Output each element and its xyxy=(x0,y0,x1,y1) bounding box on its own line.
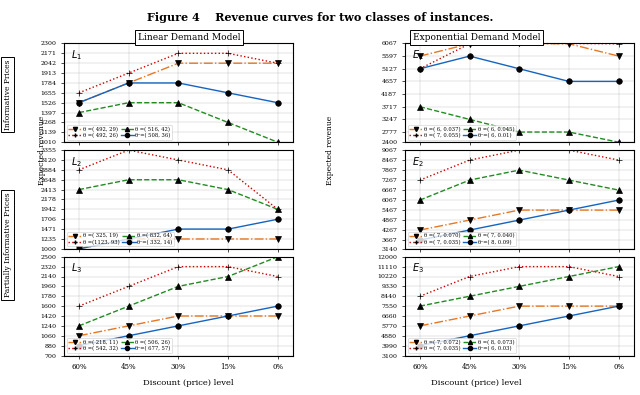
Text: Discount (price) level: Discount (price) level xyxy=(143,379,234,387)
Text: Discount (price) level: Discount (price) level xyxy=(431,379,522,387)
Text: Figure 4    Revenue curves for two classes of instances.: Figure 4 Revenue curves for two classes … xyxy=(147,12,493,23)
Text: $E_3$: $E_3$ xyxy=(412,261,424,275)
Text: Informative Prices: Informative Prices xyxy=(4,60,12,130)
Text: $L_3$: $L_3$ xyxy=(71,261,82,275)
Text: $E_2$: $E_2$ xyxy=(412,155,424,169)
Text: $L_2$: $L_2$ xyxy=(71,155,82,169)
Text: $L_1$: $L_1$ xyxy=(71,48,82,62)
Legend: θ =( 325, 19), θ =(1123, 93), θ =( 832, 64), θᵒ=( 332, 14): θ =( 325, 19), θ =(1123, 93), θ =( 832, … xyxy=(67,232,174,246)
Legend: θ =( 6, 0.037), θ =( 7, 0.055), θ =( 6, 0.045), θᵒ=( 6, 0.01): θ =( 6, 0.037), θ =( 7, 0.055), θ =( 6, … xyxy=(408,125,516,139)
Text: Expected revenue: Expected revenue xyxy=(326,115,333,185)
Text: Expected revenue: Expected revenue xyxy=(38,115,45,185)
Legend: θ =( 492, 29), θ =( 492, 26), θ =( 516, 42), θᵒ=( 508, 36): θ =( 492, 29), θ =( 492, 26), θ =( 516, … xyxy=(67,125,172,139)
Text: $E_1$: $E_1$ xyxy=(412,48,424,62)
Text: Partially Informative Prices: Partially Informative Prices xyxy=(4,193,12,297)
Legend: θ =( 218, 11), θ =( 542, 32), θ =( 506, 26), θᵒ=( 677, 57): θ =( 218, 11), θ =( 542, 32), θ =( 506, … xyxy=(67,339,172,353)
Text: Exponential Demand Model: Exponential Demand Model xyxy=(413,33,541,42)
Text: Linear Demand Model: Linear Demand Model xyxy=(138,33,240,42)
Legend: θ =( 7, 0.070), θ =( 7, 0.035), θ =( 7, 0.040), θᵒ=( 8, 0.09): θ =( 7, 0.070), θ =( 7, 0.035), θ =( 7, … xyxy=(408,232,516,246)
Legend: θ =( 7, 0.072), θ =( 7, 0.035), θ =( 8, 0.073), θᵒ=( 6, 0.03): θ =( 7, 0.072), θ =( 7, 0.035), θ =( 8, … xyxy=(408,339,516,353)
